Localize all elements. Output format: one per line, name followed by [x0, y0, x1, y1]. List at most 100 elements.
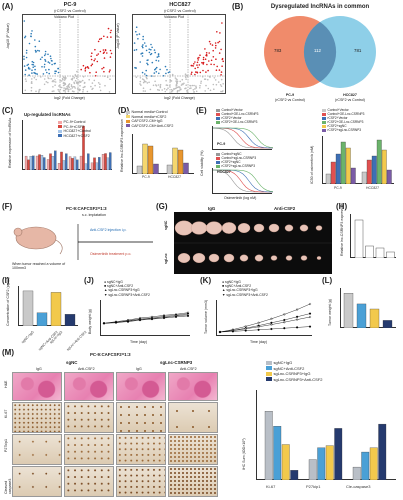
volcano-point — [38, 89, 40, 91]
volcano-point — [25, 49, 28, 52]
panel-e-pc9-label: PC-9 — [217, 142, 226, 146]
volcano-point — [153, 49, 156, 51]
ihc-tile-he — [64, 372, 114, 401]
panel-l-bar — [356, 303, 367, 328]
tumor-specimen — [208, 253, 220, 263]
volcano-point — [23, 58, 25, 60]
venn-left-sub: (rCSF2 vs Control) — [275, 98, 305, 102]
panel-d-cat-2: HCC827 — [168, 175, 182, 179]
panel-c-bar — [79, 155, 83, 170]
volcano-point — [43, 83, 46, 86]
volcano-point — [38, 40, 41, 42]
volcano-point — [138, 33, 141, 35]
panel-d-bar — [153, 163, 159, 174]
panel-m-group2: sgLnc-CSRNP3 — [160, 360, 193, 365]
panel-e-ic50-bar — [381, 149, 387, 184]
tumor-specimen — [285, 255, 293, 261]
volcano-point — [102, 49, 105, 51]
panel-h-bar — [386, 251, 395, 258]
volcano-point — [135, 26, 138, 28]
volcano-point — [145, 74, 148, 77]
volcano-point — [194, 88, 196, 90]
volcano-point — [53, 90, 55, 92]
volcano-point — [51, 80, 54, 83]
volcano-point — [51, 60, 53, 62]
volcano-point — [166, 68, 168, 71]
volcano-point — [136, 33, 138, 36]
volcano-point — [157, 84, 160, 86]
panel-f-step2: Anti-CSF2 injection i.p. — [90, 228, 127, 232]
volcano-point — [103, 75, 106, 77]
volcano-point — [194, 73, 196, 76]
volcano-point — [135, 76, 138, 78]
volcano-point — [75, 75, 78, 77]
venn-left-label: PC-9 — [285, 93, 295, 97]
volcano-point — [220, 48, 222, 51]
volcano-point — [135, 30, 137, 33]
volcano-point — [23, 65, 26, 67]
volcano-point — [34, 72, 37, 75]
volcano-point — [82, 88, 84, 91]
panel-e-ic50-bar — [371, 155, 377, 184]
volcano-point — [60, 80, 63, 82]
panel-g-col1: IgG — [208, 206, 216, 211]
volcano-point — [141, 45, 143, 48]
ihc-tile-he — [116, 372, 166, 401]
mouse-ear-icon — [13, 227, 23, 237]
volcano-point — [169, 85, 171, 87]
ihc-tile-p27 — [64, 434, 114, 465]
ihc-tile-caspase3 — [64, 466, 114, 497]
panel-e-ic-cat-2: HCC827 — [366, 186, 380, 190]
panel-c-bar — [40, 155, 44, 170]
volcano-point — [185, 87, 187, 89]
volcano-point — [68, 88, 70, 91]
panel-c-bar — [93, 157, 96, 170]
volcano-point — [78, 80, 81, 83]
volcano-point — [33, 71, 35, 74]
tumor-specimen — [190, 221, 208, 235]
panel-c-bar — [84, 163, 88, 170]
panel-l-ylabel: Tumor weight (g) — [328, 298, 332, 326]
volcano-point — [66, 85, 68, 88]
volcano-point — [86, 66, 89, 68]
volcano-point — [24, 73, 26, 76]
panel-l-bars — [343, 293, 393, 328]
panel-e-curve-hcc827: HCC827 — [212, 168, 273, 194]
volcano-point — [76, 70, 78, 73]
volcano-point — [207, 69, 209, 72]
volcano-point — [207, 87, 210, 90]
panel-e-curve-hcc827-lines — [213, 169, 273, 193]
panel-m-cat-1: Ki-67 — [266, 484, 276, 489]
panel-i-bar — [64, 314, 76, 326]
volcano-point — [184, 73, 187, 75]
volcano-point — [64, 78, 67, 80]
volcano-point — [199, 87, 201, 89]
volcano-point — [54, 72, 56, 75]
volcano-point — [218, 69, 221, 71]
panel-i-cat-4: sgLnc+Anti-CSF2 — [65, 330, 88, 352]
volcano-point — [176, 90, 179, 92]
panel-c-bar — [82, 125, 85, 170]
volcano-point — [155, 59, 157, 62]
volcano-point — [54, 78, 56, 81]
volcano-point — [53, 80, 55, 83]
panel-k-ylabel: Tumor volume (mm3) — [204, 299, 208, 334]
volcano-point — [171, 73, 174, 76]
volcano-point — [155, 71, 158, 73]
panel-c-title: Up-regulated lncRNAs — [24, 112, 71, 117]
panel-label-m: (M) — [2, 348, 14, 357]
volcano-point — [61, 77, 64, 80]
volcano-point — [95, 71, 97, 73]
volcano-point — [163, 88, 166, 90]
volcano-point — [195, 90, 198, 93]
panel-c-bar — [29, 156, 33, 170]
volcano-point — [154, 51, 156, 54]
panel-l-bar — [382, 320, 393, 328]
volcano-point — [175, 84, 178, 87]
ihc-tile-caspase3 — [116, 466, 166, 497]
ihc-tile-ki67 — [116, 402, 166, 433]
volcano-point — [91, 63, 94, 65]
volcano-point — [110, 36, 112, 38]
volcano-point — [54, 81, 57, 83]
volcano-point — [159, 68, 161, 71]
